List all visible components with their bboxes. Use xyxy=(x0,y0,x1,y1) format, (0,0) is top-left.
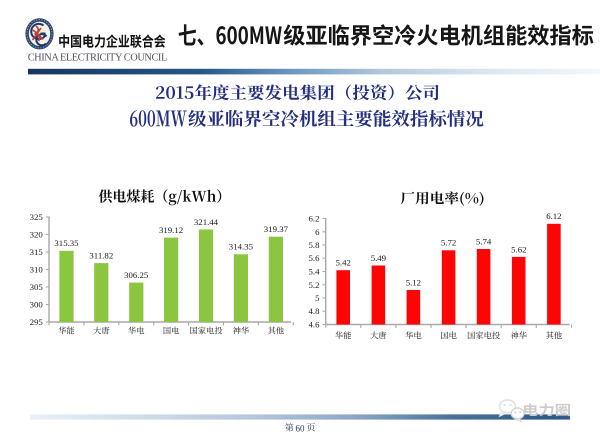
svg-text:4.8: 4.8 xyxy=(309,306,321,316)
svg-text:325: 325 xyxy=(30,212,44,222)
svg-text:5.62: 5.62 xyxy=(511,244,526,254)
svg-text:CHINA ELECTRICITY COUNCIL: CHINA ELECTRICITY COUNCIL xyxy=(28,52,168,63)
svg-text:5.6: 5.6 xyxy=(309,253,321,263)
svg-text:310: 310 xyxy=(30,265,44,275)
svg-text:320: 320 xyxy=(30,230,44,240)
svg-text:5: 5 xyxy=(315,293,320,303)
svg-text:295: 295 xyxy=(30,317,44,327)
svg-text:6.12: 6.12 xyxy=(546,211,561,221)
svg-text:6: 6 xyxy=(315,227,320,237)
svg-text:5.4: 5.4 xyxy=(309,267,321,277)
svg-text:315.35: 315.35 xyxy=(54,238,79,248)
svg-text:5.8: 5.8 xyxy=(309,240,321,250)
svg-text:5.42: 5.42 xyxy=(335,258,350,268)
svg-text:321.44: 321.44 xyxy=(194,217,219,227)
svg-text:319.12: 319.12 xyxy=(159,225,183,235)
svg-text:6.2: 6.2 xyxy=(309,214,320,224)
svg-text:5.49: 5.49 xyxy=(371,253,387,263)
svg-text:319.37: 319.37 xyxy=(264,224,289,234)
svg-text:315: 315 xyxy=(30,247,44,257)
svg-text:314.35: 314.35 xyxy=(229,242,254,252)
svg-text:305: 305 xyxy=(30,282,44,292)
svg-text:311.82: 311.82 xyxy=(89,251,113,261)
svg-text:300: 300 xyxy=(30,300,44,310)
svg-text:5.74: 5.74 xyxy=(476,236,492,246)
svg-text:4.6: 4.6 xyxy=(309,320,321,330)
svg-text:5.12: 5.12 xyxy=(406,277,421,287)
svg-text:60: 60 xyxy=(296,423,306,433)
svg-text:306.25: 306.25 xyxy=(124,270,149,280)
svg-text:5.72: 5.72 xyxy=(441,238,456,248)
svg-text:5.2: 5.2 xyxy=(309,280,320,290)
